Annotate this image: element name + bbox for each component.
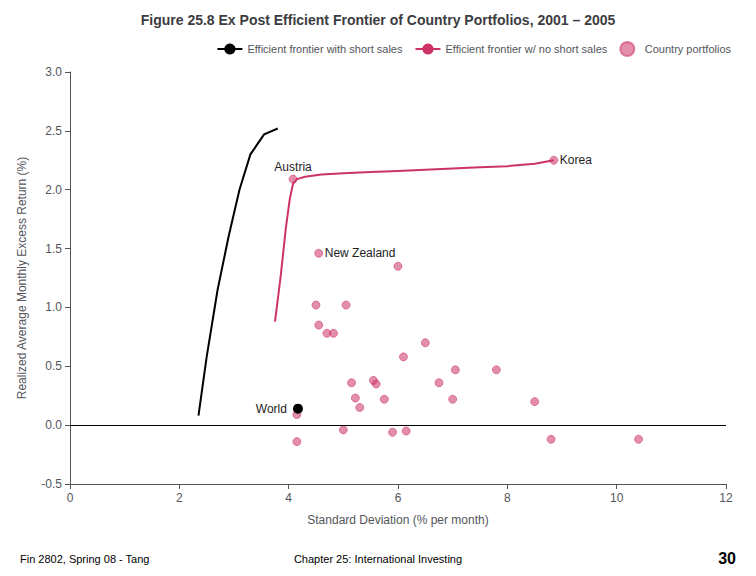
svg-text:Country portfolios: Country portfolios [645, 43, 732, 55]
svg-text:8: 8 [504, 491, 511, 505]
svg-text:1.0: 1.0 [45, 300, 62, 314]
svg-text:Realized Average Monthly Exces: Realized Average Monthly Excess Return (… [15, 157, 29, 400]
svg-text:0.5: 0.5 [45, 359, 62, 373]
svg-text:-0.5: -0.5 [41, 477, 62, 491]
svg-text:World: World [256, 402, 287, 416]
svg-text:Figure 25.8 Ex Post Efficient: Figure 25.8 Ex Post Efficient Frontier o… [141, 12, 616, 28]
svg-text:Korea: Korea [560, 153, 592, 167]
svg-text:2.5: 2.5 [45, 124, 62, 138]
svg-text:New Zealand: New Zealand [325, 246, 396, 260]
svg-text:Fin 2802, Spring 08 - Tang: Fin 2802, Spring 08 - Tang [20, 553, 149, 565]
svg-text:Efficient frontier with short: Efficient frontier with short sales [247, 43, 403, 55]
svg-text:Austria: Austria [274, 160, 312, 174]
svg-text:2.0: 2.0 [45, 183, 62, 197]
svg-text:0: 0 [67, 491, 74, 505]
svg-text:Chapter 25: International Inve: Chapter 25: International Investing [294, 553, 462, 565]
svg-text:30: 30 [718, 550, 736, 567]
svg-text:6: 6 [395, 491, 402, 505]
svg-text:Efficient frontier w/ no short: Efficient frontier w/ no short sales [445, 43, 607, 55]
svg-text:4: 4 [285, 491, 292, 505]
svg-text:12: 12 [719, 491, 733, 505]
svg-text:Standard Deviation (% per mont: Standard Deviation (% per month) [307, 513, 488, 527]
svg-text:2: 2 [176, 491, 183, 505]
svg-text:3.0: 3.0 [45, 65, 62, 79]
svg-text:1.5: 1.5 [45, 242, 62, 256]
svg-text:10: 10 [610, 491, 624, 505]
svg-text:0.0: 0.0 [45, 418, 62, 432]
